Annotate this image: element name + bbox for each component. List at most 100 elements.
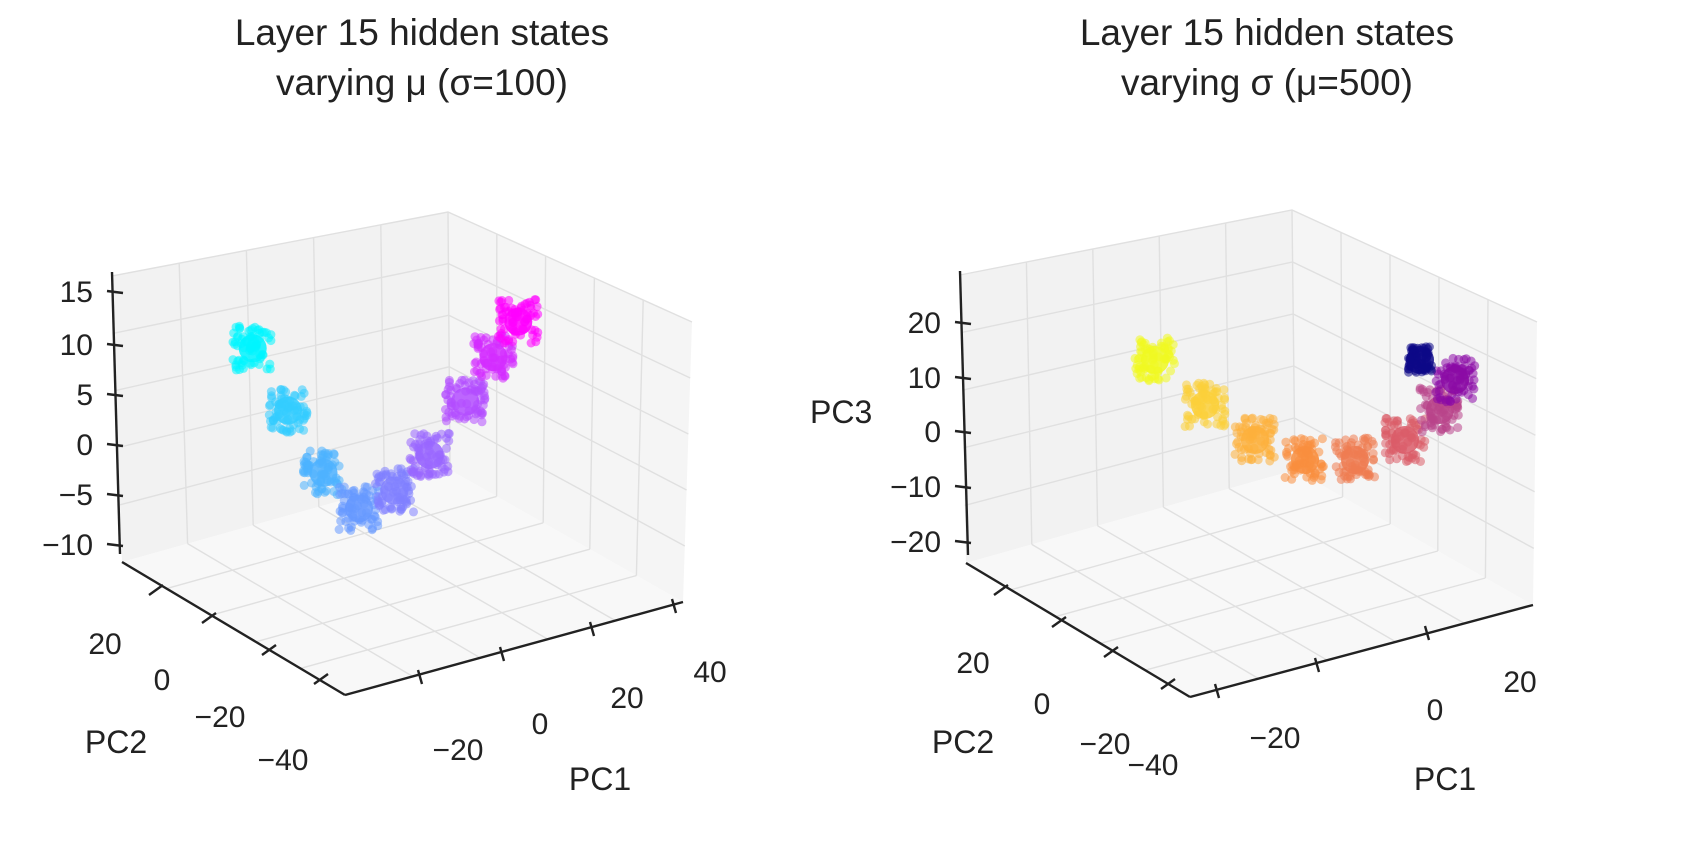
- scatter-point: [1391, 426, 1419, 454]
- x-tick-label: 40: [693, 656, 726, 689]
- scatter-point: [1420, 436, 1430, 446]
- chart-title-right-line1: Layer 15 hidden states: [1079, 12, 1455, 53]
- scatter-point: [373, 498, 383, 508]
- scatter-point: [1241, 426, 1269, 454]
- scatter-point: [231, 365, 241, 375]
- grid-line: [300, 574, 637, 670]
- z-tick: [106, 289, 124, 295]
- scatter-point: [299, 425, 309, 435]
- z-tick-label: −10: [42, 529, 93, 562]
- scatter-point: [1203, 419, 1212, 429]
- scatter-point: [1291, 446, 1319, 474]
- z-tick-label: −10: [890, 471, 941, 504]
- scatter-point: [1432, 394, 1442, 404]
- y-tick-label: 20: [956, 647, 989, 680]
- grid-line: [318, 506, 549, 640]
- scatter-point: [1360, 433, 1370, 443]
- x-axis-label: PC1: [569, 761, 631, 797]
- scatter-point: [419, 429, 429, 439]
- y-tick: [1103, 646, 1119, 658]
- z-tick: [106, 542, 124, 548]
- scatter-point: [496, 297, 506, 307]
- y-axis-line: [121, 560, 346, 697]
- grid-line: [589, 277, 596, 550]
- scatter-point: [337, 489, 347, 498]
- x-tick: [1313, 657, 1321, 673]
- x-tick-label: 20: [610, 682, 643, 715]
- y-tick: [1160, 678, 1176, 690]
- scatter-point: [1237, 456, 1247, 466]
- scatter-point: [441, 443, 451, 453]
- scatter-point: [1180, 394, 1190, 404]
- scatter-point: [1427, 423, 1437, 433]
- scatter-point: [478, 408, 488, 418]
- grid-line: [542, 255, 547, 523]
- scatter-point: [1253, 455, 1263, 465]
- grid-line: [959, 209, 1538, 323]
- y-axis-label: PC2: [85, 724, 147, 760]
- scatter-point: [380, 476, 409, 505]
- scatter-point: [1317, 434, 1327, 444]
- z-tick: [106, 392, 124, 398]
- scatter-point: [1406, 346, 1434, 374]
- scatter-point: [1381, 429, 1391, 439]
- scatter-point: [1382, 414, 1392, 423]
- scatter-point: [528, 330, 538, 340]
- scatter-point: [409, 507, 418, 517]
- scatter-point: [405, 453, 415, 463]
- scatter-point: [1282, 449, 1292, 459]
- x-tick-label: −20: [1250, 722, 1301, 755]
- scatter-point: [1386, 446, 1396, 455]
- scatter-point: [444, 429, 454, 439]
- scatter-point: [234, 321, 244, 331]
- scatter-point: [480, 395, 489, 405]
- x-axis-label: PC1: [1414, 761, 1476, 797]
- scatter-point: [491, 371, 501, 381]
- scatter-point: [1411, 420, 1421, 430]
- scatter-point: [1434, 380, 1444, 390]
- scatter-point: [531, 295, 541, 305]
- grid-line: [111, 211, 693, 323]
- scatter-point: [1346, 438, 1356, 448]
- scatter-point: [302, 452, 312, 462]
- scatter-point: [479, 343, 508, 372]
- scatter-point: [368, 523, 378, 533]
- scatter-point: [1368, 455, 1378, 465]
- scatter-point: [1187, 414, 1197, 424]
- scatter-point: [471, 357, 481, 367]
- y-tick-label: −20: [1080, 728, 1131, 761]
- x-tick-label: 0: [1427, 694, 1444, 727]
- scatter-point: [265, 359, 275, 369]
- scatter-point: [1220, 419, 1230, 429]
- y-tick: [1051, 616, 1067, 628]
- y-tick-label: 20: [88, 628, 121, 661]
- x-tick: [498, 646, 506, 662]
- x-tick: [670, 598, 678, 614]
- scatter-point: [334, 525, 344, 534]
- x-axis-line: [344, 600, 684, 697]
- x-tick: [1213, 683, 1221, 699]
- scatter-point: [244, 326, 254, 336]
- scatter-point: [345, 494, 373, 523]
- scatter-point: [498, 373, 508, 383]
- x-tick: [588, 621, 596, 637]
- grid-lines: [111, 211, 693, 678]
- z-tick: [954, 484, 972, 490]
- scatter-point: [415, 441, 444, 469]
- scatter-point: [1334, 438, 1344, 448]
- scatter-point: [1240, 414, 1250, 424]
- y-tick: [261, 644, 277, 656]
- z-tick-label: −20: [890, 526, 941, 559]
- chart-title-left-line1: Layer 15 hidden states: [234, 12, 610, 53]
- scatter-point: [1287, 474, 1297, 484]
- scatter-point: [414, 468, 424, 478]
- scatter-point: [1169, 359, 1179, 369]
- scatter-point: [1417, 427, 1427, 437]
- grid-line: [1484, 299, 1489, 579]
- scatter-point: [253, 325, 263, 335]
- scatter-point: [297, 385, 307, 395]
- scatter-point: [464, 378, 474, 388]
- scatter-point: [1234, 442, 1244, 452]
- chart-title-right: Layer 15 hidden states varying σ (μ=500): [845, 8, 1689, 108]
- scatter-point: [1154, 375, 1164, 385]
